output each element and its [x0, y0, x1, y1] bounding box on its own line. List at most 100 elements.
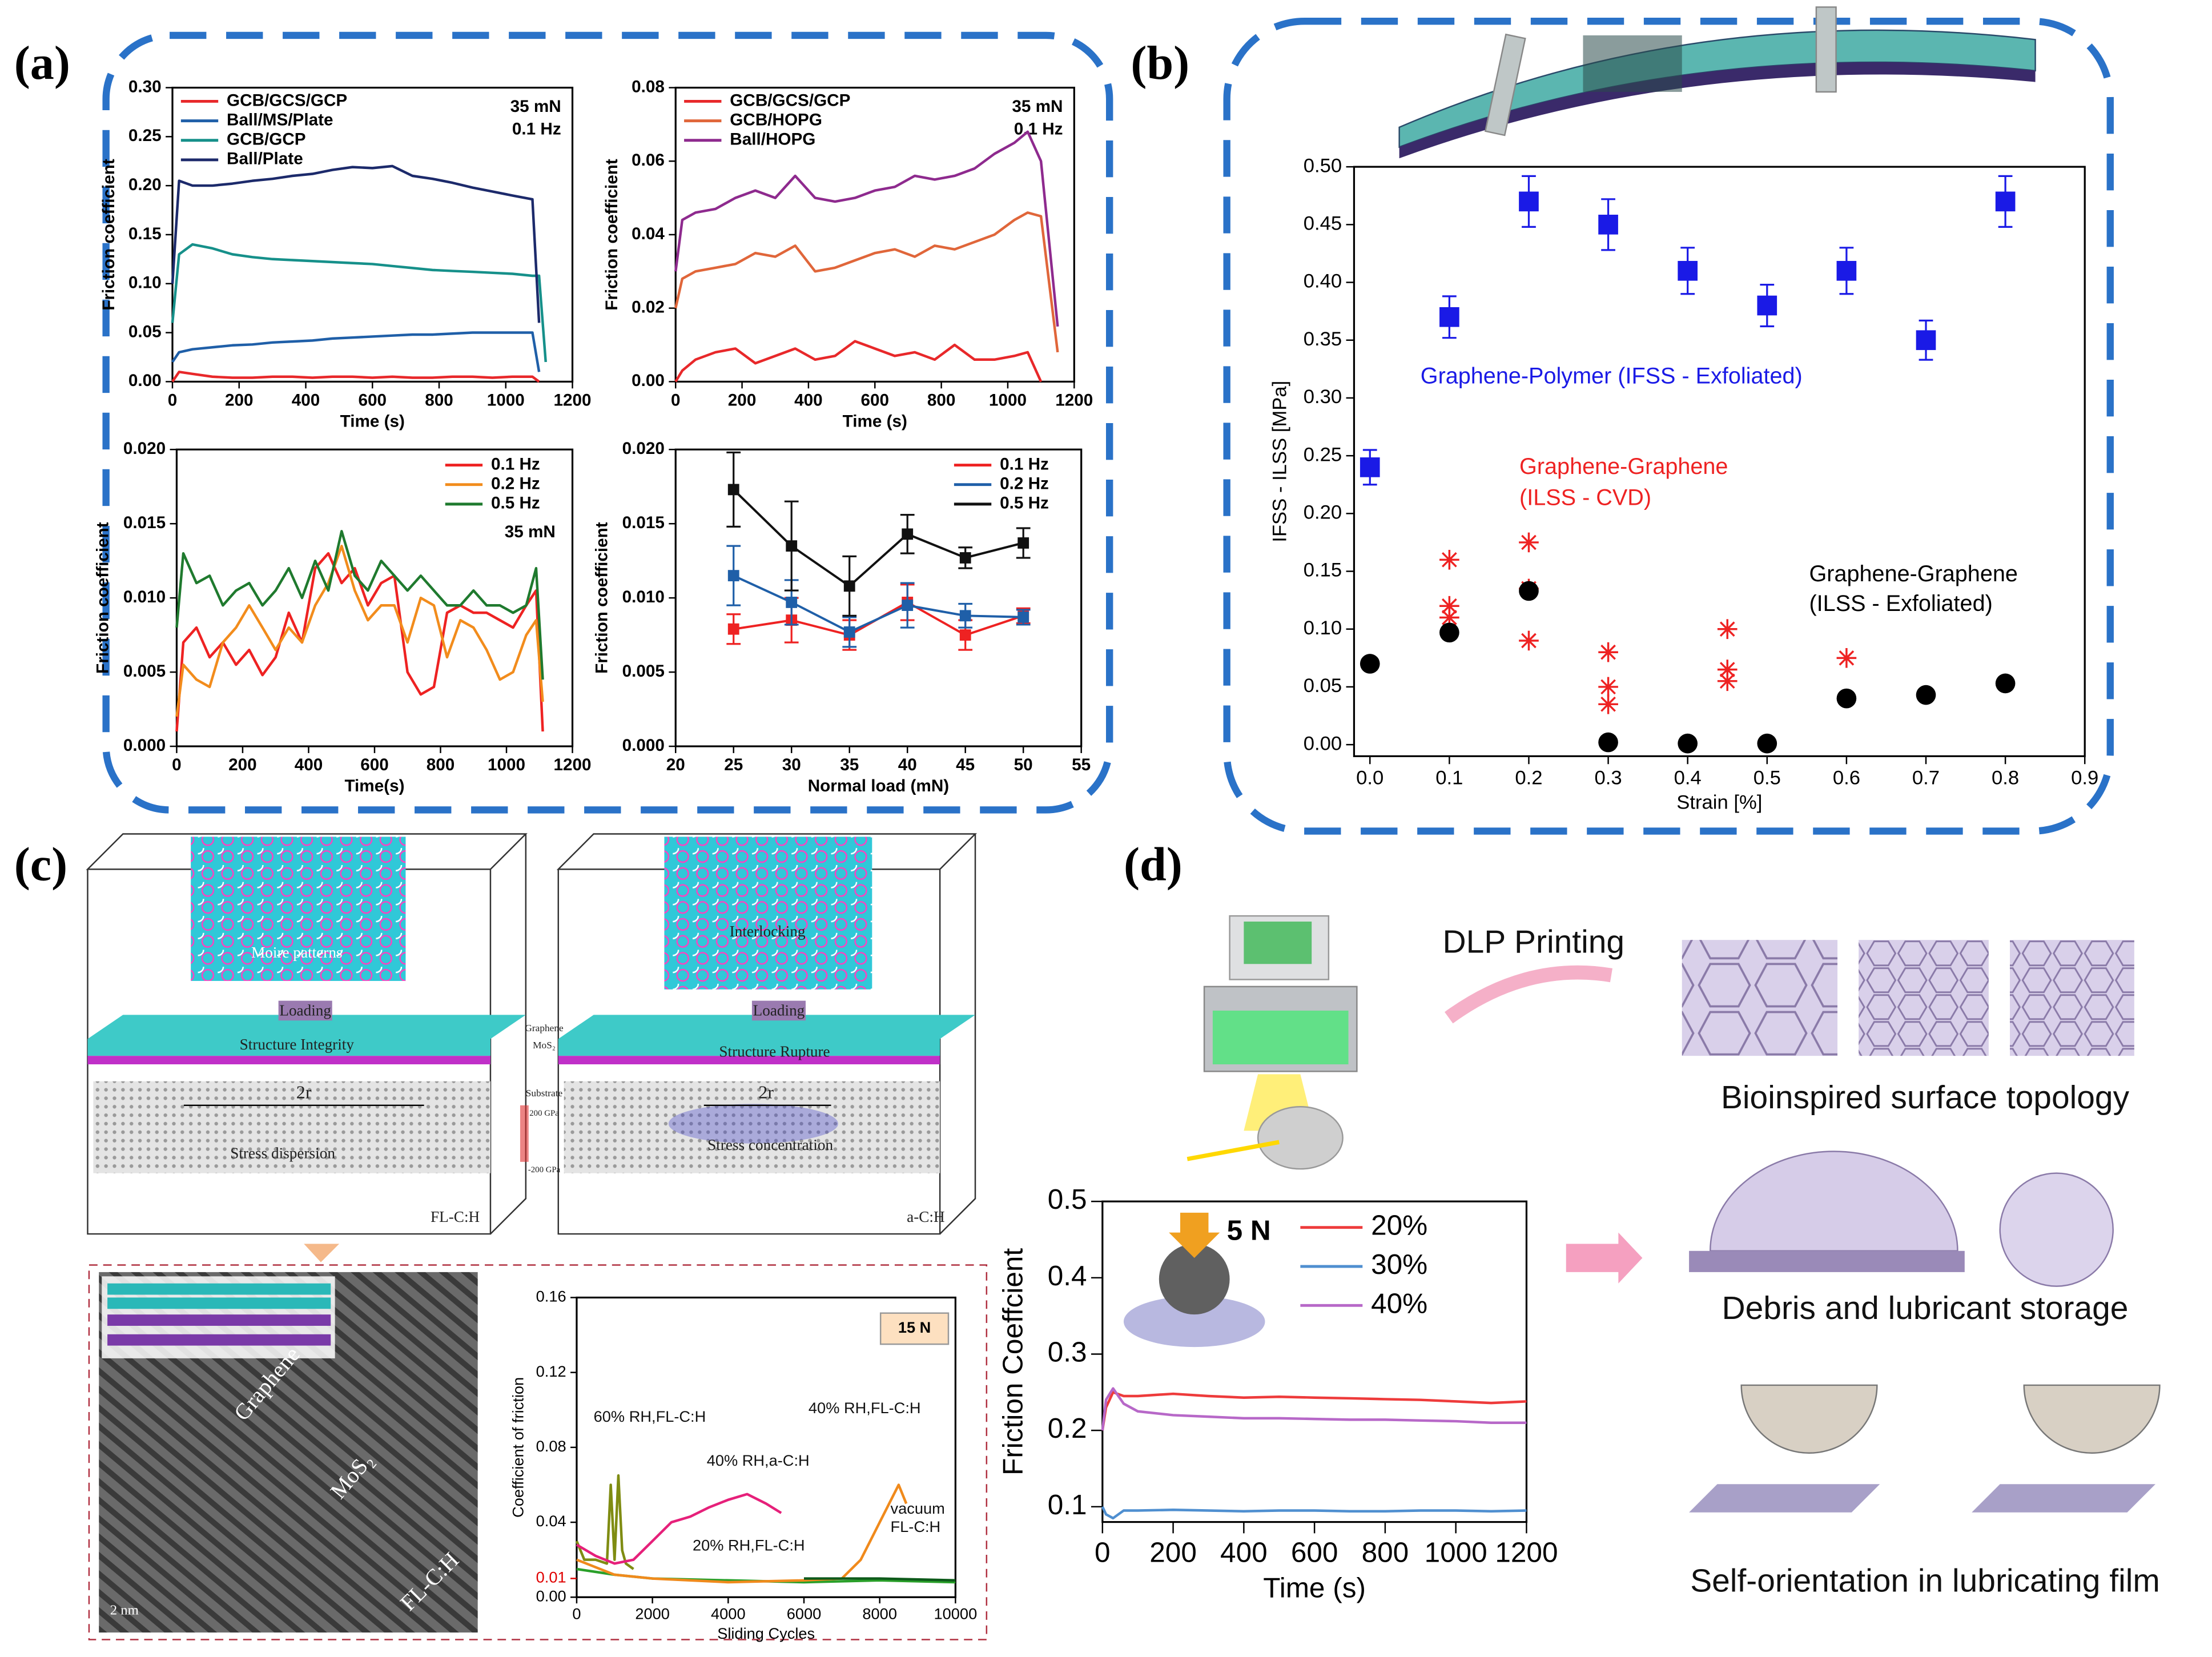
resin-image — [1244, 922, 1312, 964]
marker — [727, 484, 739, 496]
legend-label: Ball/HOPG — [730, 130, 815, 149]
chart: 0 200 400 600 800 1000 1200 0.00 0.02 0.04 0.06 0.0… — [602, 77, 1093, 431]
panel-labels: (a) (b) (c) (d) — [14, 37, 1189, 891]
marker — [1598, 642, 1618, 662]
marker — [902, 600, 914, 612]
marker — [1017, 612, 1029, 623]
x-tick-label: 600 — [860, 391, 889, 409]
marker — [1717, 671, 1738, 691]
marker — [1836, 688, 1857, 709]
x-tick-label: 0.4 — [1674, 767, 1702, 789]
chart: 0 200 400 600 800 1000 1200 0.000 0.005 0.010 0.01… — [94, 439, 592, 795]
x-tick-label: 1200 — [554, 391, 592, 409]
x-tick-label: 400 — [295, 755, 323, 774]
x-tick-label: 30 — [782, 755, 801, 774]
series-line — [576, 1493, 782, 1565]
x-axis-label: Time (s) — [1263, 1572, 1366, 1603]
marker — [1916, 330, 1936, 351]
label: Interlocking — [730, 923, 806, 940]
series-line — [733, 574, 1024, 633]
legend-label: Ball/Plate — [227, 150, 303, 168]
marker — [959, 610, 971, 622]
x-tick-label: 1200 — [1055, 391, 1093, 409]
x-axis-label: Time (s) — [340, 412, 405, 431]
marker — [1598, 677, 1618, 697]
marker — [1598, 694, 1618, 714]
x-tick-label: 0 — [1095, 1537, 1111, 1568]
label: Moire patterns — [251, 944, 343, 961]
y-axis-label: Friction coefficient — [602, 159, 621, 311]
marker — [959, 552, 971, 564]
arrow — [1566, 1232, 1643, 1284]
annotation: 35 mN — [510, 97, 561, 116]
y-tick-label: 0.000 — [622, 736, 665, 755]
series-line — [674, 130, 1059, 327]
series-label: (ILSS - CVD) — [1519, 485, 1651, 510]
x-tick-label: 0.2 — [1515, 767, 1542, 789]
marker — [1757, 295, 1777, 316]
label: DLP Printing — [1443, 924, 1625, 960]
y-tick-label: 0.35 — [1304, 328, 1342, 350]
annotation: 0.1 Hz — [512, 120, 561, 139]
marker — [1836, 648, 1857, 668]
x-tick-label: 1000 — [989, 391, 1027, 409]
marker — [1439, 549, 1459, 570]
legend-label: GCB/GCS/GCP — [730, 91, 850, 110]
x-tick-label: 600 — [360, 755, 389, 774]
topology-3 — [2010, 940, 2134, 1056]
x-tick-label: 200 — [1149, 1537, 1197, 1568]
marker — [1439, 608, 1459, 628]
topology-2 — [1859, 940, 1989, 1056]
marker — [1598, 732, 1618, 753]
y-tick-label: 0.10 — [1304, 617, 1342, 639]
marker — [843, 580, 855, 592]
graphene-patch — [1583, 35, 1682, 92]
y-tick-label: 0.010 — [123, 588, 166, 606]
marker — [1519, 630, 1539, 651]
substrate — [93, 1081, 490, 1173]
x-tick-label: 0.1 — [1435, 767, 1463, 789]
x-tick-label: 2000 — [635, 1605, 670, 1623]
x-tick-label: 0.3 — [1594, 767, 1622, 789]
y-axis-label: Friction coefficient — [99, 159, 118, 311]
y-tick-label: 0.2 — [1048, 1413, 1087, 1444]
series-line — [1101, 1387, 1527, 1431]
mirror — [1257, 1106, 1344, 1170]
legend-label: 0.5 Hz — [491, 494, 540, 513]
marker — [727, 570, 739, 582]
marker — [959, 629, 971, 641]
y-tick-label: 0.20 — [128, 175, 162, 194]
series-line — [171, 164, 541, 323]
y-tick-label: 0.20 — [1304, 501, 1342, 523]
label: 2r — [758, 1081, 774, 1102]
y-tick-label: 0.00 — [1304, 733, 1342, 754]
series-label: Graphene-Graphene — [1809, 561, 2018, 586]
chart: 20 25 30 35 40 45 50 55 0.000 0.005 0.010 0.015 0.02… — [592, 439, 1091, 795]
marker — [902, 528, 914, 540]
color-scale — [520, 1105, 529, 1162]
series-label: (ILSS - Exfoliated) — [1809, 591, 1993, 616]
x-tick-label: 800 — [1362, 1537, 1409, 1568]
mos2-layer — [558, 1056, 940, 1065]
chart: 0 2000 4000 6000 8000 10000 0.00 0.04 0.08 0.12 0.… — [509, 1288, 977, 1642]
marker — [1717, 619, 1738, 640]
graphene-slab — [87, 1015, 526, 1039]
legend-label: GCB/GCS/GCP — [227, 91, 347, 110]
series-line — [674, 211, 1059, 353]
x-tick-label: 800 — [927, 391, 956, 409]
moire-inset — [191, 836, 406, 981]
x-tick-label: 55 — [1072, 755, 1091, 774]
x-tick-label: 6000 — [787, 1605, 822, 1623]
y-tick-label: 0.00 — [632, 371, 665, 390]
series-label: 40% RH,FL-C:H — [809, 1399, 921, 1417]
x-tick-label: 50 — [1014, 755, 1033, 774]
arrow — [1445, 965, 1612, 1024]
marker — [1598, 215, 1618, 235]
y-axis-label: Friction coefficient — [94, 522, 112, 674]
substrate — [564, 1081, 940, 1173]
x-axis-label: Time (s) — [843, 412, 907, 431]
label: Self-orientation in lubricating film — [1690, 1563, 2160, 1599]
label: 2r — [296, 1081, 312, 1102]
y-tick-label: 0.30 — [128, 77, 162, 96]
